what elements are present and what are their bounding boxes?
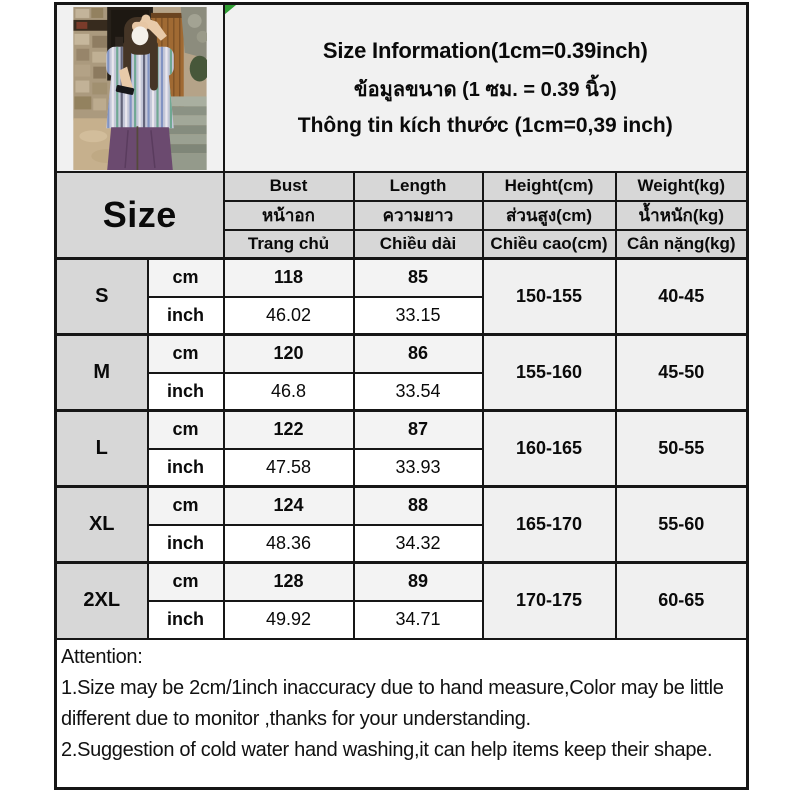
length-cm-value: 88 xyxy=(352,485,484,526)
col-header-weight-en: Weight(kg) xyxy=(614,170,749,202)
height-range-value: 170-175 xyxy=(481,561,617,640)
table-row: inch 49.92 34.71 xyxy=(56,599,748,640)
unit-cm-label: cm xyxy=(146,561,225,602)
bust-cm-value: 120 xyxy=(222,333,355,374)
weight-range-value: 50-55 xyxy=(614,409,749,488)
bust-inch-value: 46.02 xyxy=(222,295,355,336)
unit-inch-label: inch xyxy=(146,523,225,564)
attention-heading: Attention: xyxy=(61,645,143,668)
length-inch-value: 34.32 xyxy=(352,523,484,564)
bust-inch-value: 48.36 xyxy=(222,523,355,564)
height-range-value: 165-170 xyxy=(481,485,617,564)
col-header-height-en: Height(cm) xyxy=(481,170,617,202)
table-row: inch 47.58 33.93 xyxy=(56,447,748,488)
header-row-vi: Trang chủ Chiều dài Chiều cao(cm) Cân nặ… xyxy=(56,228,749,260)
unit-cm-label: cm xyxy=(146,257,225,298)
unit-inch-label: inch xyxy=(146,295,225,336)
bust-inch-value: 46.8 xyxy=(222,371,355,412)
weight-range-value: 60-65 xyxy=(614,561,749,640)
size-label-2xl: 2XL xyxy=(54,561,149,640)
length-inch-value: 33.93 xyxy=(352,447,484,488)
product-photo-cell xyxy=(54,2,225,173)
size-label-m: M xyxy=(54,333,149,412)
model-photo-illustration xyxy=(73,6,207,170)
header-row-en: Size Bust Length Height(cm) Weight(kg) xyxy=(54,170,749,260)
size-chart-table: Size Information(1cm=0.39inch) ข้อมูลขนา… xyxy=(54,2,750,790)
bust-inch-value: 47.58 xyxy=(222,447,355,488)
length-inch-value: 33.54 xyxy=(352,371,484,412)
bust-cm-value: 122 xyxy=(222,409,355,450)
length-inch-value: 34.71 xyxy=(352,599,484,640)
length-inch-value: 33.15 xyxy=(352,295,484,336)
col-header-height-th: ส่วนสูง(cm) xyxy=(481,199,617,231)
size-label-s: S xyxy=(54,257,149,336)
table-row: inch 46.02 33.15 xyxy=(56,295,748,336)
length-cm-value: 85 xyxy=(352,257,484,298)
header-banner-row: Size Information(1cm=0.39inch) ข้อมูลขนา… xyxy=(54,2,749,173)
bust-cm-value: 124 xyxy=(222,485,355,526)
length-cm-value: 87 xyxy=(352,409,484,450)
title-vietnamese: Thông tin kích thước (1cm=0,39 inch) xyxy=(297,113,673,137)
header-row-th: หน้าอก ความยาว ส่วนสูง(cm) น้ำหนัก(kg) xyxy=(56,199,749,231)
height-range-value: 155-160 xyxy=(481,333,617,412)
col-header-height-vi: Chiều cao(cm) xyxy=(481,228,617,260)
table-row: L cm 122 87 160-165 50-55 xyxy=(54,409,749,488)
table-row: S cm 118 85 150-155 40-45 xyxy=(54,257,749,336)
length-cm-value: 86 xyxy=(352,333,484,374)
col-header-bust-th: หน้าอก xyxy=(222,199,355,231)
col-header-length-en: Length xyxy=(352,170,484,202)
table-row: 2XL cm 128 89 170-175 60-65 xyxy=(54,561,749,640)
height-range-value: 160-165 xyxy=(481,409,617,488)
height-range-value: 150-155 xyxy=(481,257,617,336)
unit-cm-label: cm xyxy=(146,485,225,526)
weight-range-value: 40-45 xyxy=(614,257,749,336)
green-corner-marker-icon xyxy=(225,5,236,15)
weight-range-value: 45-50 xyxy=(614,333,749,412)
table-row: M cm 120 86 155-160 45-50 xyxy=(54,333,749,412)
unit-inch-label: inch xyxy=(146,447,225,488)
bust-cm-value: 128 xyxy=(222,561,355,602)
title-english: Size Information(1cm=0.39inch) xyxy=(322,37,648,63)
size-label-l: L xyxy=(54,409,149,488)
col-header-length-vi: Chiều dài xyxy=(352,228,484,260)
table-row: XL cm 124 88 165-170 55-60 xyxy=(54,485,749,564)
title-thai: ข้อมูลขนาด (1 ซม. = 0.39 นิ้ว) xyxy=(353,78,617,101)
title-cell: Size Information(1cm=0.39inch) ข้อมูลขนา… xyxy=(222,2,749,173)
unit-inch-label: inch xyxy=(146,599,225,640)
attention-row: Attention: 1.Size may be 2cm/1inch inacc… xyxy=(54,637,749,790)
product-photo xyxy=(58,6,222,170)
table-row: inch 48.36 34.32 xyxy=(56,523,748,564)
bust-cm-value: 118 xyxy=(222,257,355,298)
col-header-bust-en: Bust xyxy=(222,170,355,202)
weight-range-value: 55-60 xyxy=(614,485,749,564)
unit-inch-label: inch xyxy=(146,371,225,412)
attention-line-2: 2.Suggestion of cold water hand washing,… xyxy=(61,738,713,761)
attention-line-1: 1.Size may be 2cm/1inch inaccuracy due t… xyxy=(61,676,724,730)
size-corner-label: Size xyxy=(54,170,225,260)
size-label-xl: XL xyxy=(54,485,149,564)
length-cm-value: 89 xyxy=(352,561,484,602)
unit-cm-label: cm xyxy=(146,409,225,450)
col-header-weight-vi: Cân nặng(kg) xyxy=(614,228,749,260)
col-header-weight-th: น้ำหนัก(kg) xyxy=(614,199,749,231)
attention-note: Attention: 1.Size may be 2cm/1inch inacc… xyxy=(54,637,749,790)
bust-inch-value: 49.92 xyxy=(222,599,355,640)
col-header-bust-vi: Trang chủ xyxy=(222,228,355,260)
table-row: inch 46.8 33.54 xyxy=(56,371,748,412)
col-header-length-th: ความยาว xyxy=(352,199,484,231)
unit-cm-label: cm xyxy=(146,333,225,374)
